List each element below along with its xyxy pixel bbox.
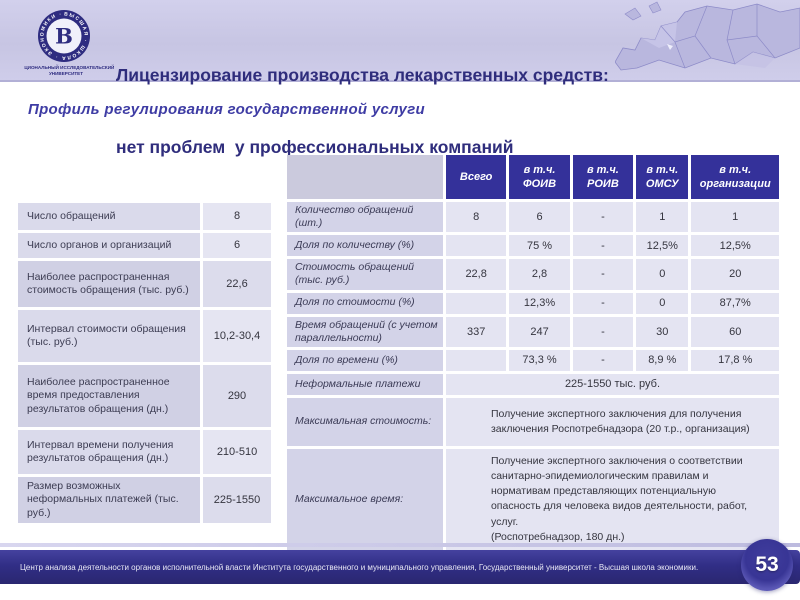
table-row: Интервал стоимости обращения (тыс. руб.)… <box>18 310 271 362</box>
table-row-max-cost: Максимальная стоимость: Получение экспер… <box>287 397 779 446</box>
row-label: Наиболее распространенная стоимость обра… <box>18 261 200 307</box>
footer-text: Центр анализа деятельности органов испол… <box>20 562 699 572</box>
cell <box>445 235 507 257</box>
cell: 17,8 % <box>691 349 779 371</box>
cell: 12,5% <box>691 235 779 257</box>
slide-title: Лицензирование производства лекарственны… <box>116 15 676 207</box>
footer-bar: Центр анализа деятельности органов испол… <box>0 550 800 584</box>
table-row: Интервал времени получения результатов о… <box>18 430 271 474</box>
row-value: 6 <box>203 233 271 258</box>
breakdown-table: Всего в т.ч. ФОИВ в т.ч. РОИВ в т.ч. ОМС… <box>284 152 782 553</box>
row-label: Неформальные платежи <box>287 373 443 395</box>
table-row: Наиболее распространенное время предоста… <box>18 365 271 427</box>
row-label: Максимальное время: <box>287 448 443 551</box>
header-band: ВЫСШАЯ · ШКОЛА · ЭКОНОМИКИ · В НАЦИОНАЛЬ… <box>0 0 800 157</box>
cell: 247 <box>509 316 570 347</box>
logo-caption-line2: УНИВЕРСИТЕТ <box>49 71 83 76</box>
cell <box>445 349 507 371</box>
row-label: Количество обращений (шт.) <box>287 202 443 233</box>
table-header-row: Всего в т.ч. ФОИВ в т.ч. РОИВ в т.ч. ОМС… <box>287 155 779 199</box>
cell: 6 <box>509 202 570 233</box>
row-value: 10,2-30,4 <box>203 310 271 362</box>
max-time-value: Получение экспертного заключения о соотв… <box>445 448 779 551</box>
column-header-foiv: в т.ч. ФОИВ <box>509 155 570 199</box>
cell: 22,8 <box>445 259 507 290</box>
page-number-badge: 53 <box>741 539 793 591</box>
column-header-total: Всего <box>445 155 507 199</box>
cell: 2,8 <box>509 259 570 290</box>
cell: 30 <box>636 316 689 347</box>
table-row: Доля по времени (%) 73,3 % - 8,9 % 17,8 … <box>287 349 779 371</box>
cell: 73,3 % <box>509 349 570 371</box>
hse-logo: ВЫСШАЯ · ШКОЛА · ЭКОНОМИКИ · В НАЦИОНАЛЬ… <box>18 4 134 78</box>
cell: - <box>572 202 634 233</box>
table-row: Время обращений (с учетом параллельности… <box>287 316 779 347</box>
cell: 1 <box>691 202 779 233</box>
cell: 75 % <box>509 235 570 257</box>
column-header-roiv: в т.ч. РОИВ <box>572 155 634 199</box>
cell: - <box>572 235 634 257</box>
row-value: 210-510 <box>203 430 271 474</box>
row-label: Доля по стоимости (%) <box>287 292 443 314</box>
row-label: Число органов и организаций <box>18 233 200 258</box>
logo-monogram: В <box>55 24 73 49</box>
row-label: Интервал времени получения результатов о… <box>18 430 200 474</box>
cell: 337 <box>445 316 507 347</box>
table-row: Размер возможных неформальных платежей (… <box>18 477 271 524</box>
row-label: Время обращений (с учетом параллельности… <box>287 316 443 347</box>
table-row: Количество обращений (шт.) 8 6 - 1 1 <box>287 202 779 233</box>
column-header-omsu: в т.ч. ОМСУ <box>636 155 689 199</box>
corner-cell <box>287 155 443 199</box>
slide-subtitle: Профиль регулирования государственной ус… <box>28 101 425 118</box>
logo-caption-line1: НАЦИОНАЛЬНЫЙ ИССЛЕДОВАТЕЛЬСКИЙ <box>24 63 114 70</box>
table-row-informal-payments: Неформальные платежи 225-1550 тыс. руб. <box>287 373 779 395</box>
row-value: 8 <box>203 203 271 230</box>
cell: - <box>572 316 634 347</box>
cell: - <box>572 349 634 371</box>
row-label: Стоимость обращений (тыс. руб.) <box>287 259 443 290</box>
row-label: Доля по времени (%) <box>287 349 443 371</box>
slide-title-line1: Лицензирование производства лекарственны… <box>116 65 609 85</box>
table-row: Число обращений 8 <box>18 203 271 230</box>
cell: 8,9 % <box>636 349 689 371</box>
cell: 8 <box>445 202 507 233</box>
row-label: Максимальная стоимость: <box>287 397 443 446</box>
row-label: Наиболее распространенное время предоста… <box>18 365 200 427</box>
row-label: Число обращений <box>18 203 200 230</box>
cell: 20 <box>691 259 779 290</box>
table-row: Наиболее распространенная стоимость обра… <box>18 261 271 307</box>
cell: 60 <box>691 316 779 347</box>
table-row: Доля по количеству (%) 75 % - 12,5% 12,5… <box>287 235 779 257</box>
summary-table: Число обращений 8 Число органов и органи… <box>15 200 274 526</box>
cell: 12,5% <box>636 235 689 257</box>
russia-map-decoration <box>615 1 800 71</box>
cell: 0 <box>636 259 689 290</box>
cell: - <box>572 259 634 290</box>
cell: 12,3% <box>509 292 570 314</box>
footer-divider <box>0 543 800 547</box>
table-row: Доля по стоимости (%) 12,3% - 0 87,7% <box>287 292 779 314</box>
row-label: Интервал стоимости обращения (тыс. руб.) <box>18 310 200 362</box>
table-row-max-time: Максимальное время: Получение экспертног… <box>287 448 779 551</box>
table-row: Стоимость обращений (тыс. руб.) 22,8 2,8… <box>287 259 779 290</box>
row-value: 290 <box>203 365 271 427</box>
table-row: Число органов и организаций 6 <box>18 233 271 258</box>
cell: 1 <box>636 202 689 233</box>
row-value: 225-1550 <box>203 477 271 524</box>
slide-title-line2: нет проблем у профессиональных компаний <box>116 137 514 157</box>
cell: 87,7% <box>691 292 779 314</box>
row-label: Доля по количеству (%) <box>287 235 443 257</box>
max-cost-value: Получение экспертного заключения для пол… <box>445 397 779 446</box>
informal-payments-value: 225-1550 тыс. руб. <box>445 373 779 395</box>
row-value: 22,6 <box>203 261 271 307</box>
cell: - <box>572 292 634 314</box>
column-header-org: в т.ч. организации <box>691 155 779 199</box>
page-number: 53 <box>755 553 779 576</box>
cell: 0 <box>636 292 689 314</box>
cell <box>445 292 507 314</box>
row-label: Размер возможных неформальных платежей (… <box>18 477 200 524</box>
